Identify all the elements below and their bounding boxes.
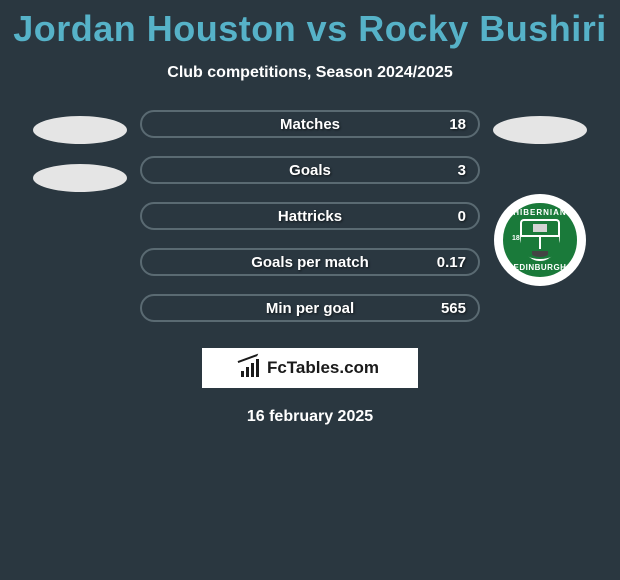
player1-photo-placeholder: [33, 116, 127, 144]
right-column: HIBERNIAN 1875 EDINBURGH: [480, 110, 600, 286]
stats-card: Jordan Houston vs Rocky Bushiri Club com…: [0, 0, 620, 426]
page-title: Jordan Houston vs Rocky Bushiri: [13, 8, 607, 50]
stat-right-value: 0.17: [437, 254, 466, 271]
stat-row-matches: Matches 18: [140, 110, 480, 138]
branding-label: FcTables.com: [267, 358, 379, 378]
branding-box: FcTables.com: [202, 348, 418, 388]
stat-row-gpm: Goals per match 0.17: [140, 248, 480, 276]
stat-label: Goals per match: [251, 254, 369, 271]
stat-label: Matches: [280, 116, 340, 133]
stat-row-goals: Goals 3: [140, 156, 480, 184]
stat-right-value: 3: [458, 162, 466, 179]
stat-label: Min per goal: [266, 300, 354, 317]
stat-right-value: 0: [458, 208, 466, 225]
chart-icon: [241, 359, 261, 377]
player1-club-placeholder: [33, 164, 127, 192]
badge-top-text: HIBERNIAN: [513, 208, 566, 217]
stat-right-value: 565: [441, 300, 466, 317]
stat-row-hattricks: Hattricks 0: [140, 202, 480, 230]
stat-row-mpg: Min per goal 565: [140, 294, 480, 322]
club-badge-hibernian: HIBERNIAN 1875 EDINBURGH: [494, 194, 586, 286]
badge-shield-icon: [520, 219, 560, 261]
player2-photo-placeholder: [493, 116, 587, 144]
badge-inner: HIBERNIAN 1875 EDINBURGH: [499, 199, 581, 281]
stat-label: Hattricks: [278, 208, 342, 225]
stat-right-value: 18: [449, 116, 466, 133]
main-row: Matches 18 Goals 3 Hattricks 0 Goals per…: [0, 110, 620, 322]
left-column: [20, 110, 140, 192]
date-label: 16 february 2025: [247, 408, 373, 426]
badge-bottom-text: EDINBURGH: [514, 263, 567, 272]
stat-label: Goals: [289, 162, 331, 179]
stats-list: Matches 18 Goals 3 Hattricks 0 Goals per…: [140, 110, 480, 322]
subtitle: Club competitions, Season 2024/2025: [167, 64, 452, 82]
